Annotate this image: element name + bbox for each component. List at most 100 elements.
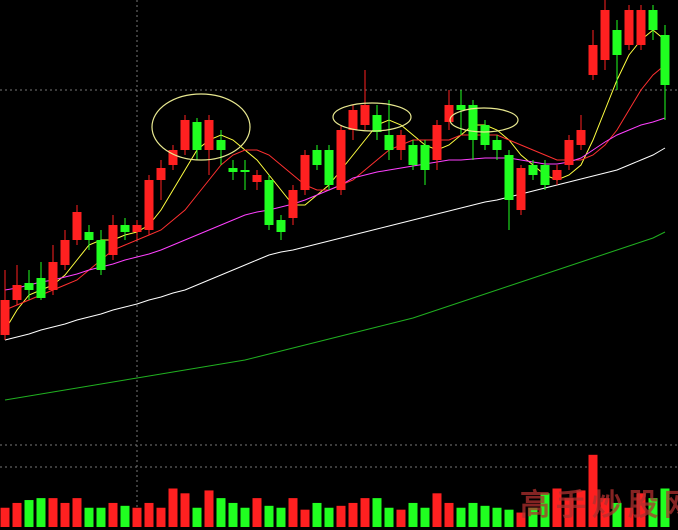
candle-body: [468, 105, 478, 140]
candle-body: [72, 212, 82, 240]
candle-body: [384, 135, 394, 150]
candle-body: [180, 120, 190, 150]
candle-body: [600, 10, 610, 60]
volume-bar: [108, 502, 118, 527]
candle-body: [288, 190, 298, 218]
volume-bar: [168, 488, 178, 527]
candle-body: [636, 10, 646, 45]
volume-bar: [612, 502, 622, 527]
ma-line: [4, 147, 666, 341]
volume-bar: [12, 502, 22, 527]
candle-body: [240, 170, 250, 172]
candle-body: [216, 140, 226, 150]
candle-body: [108, 225, 118, 255]
volume-bar: [504, 509, 514, 527]
candle-body: [444, 105, 454, 122]
volume-bar: [600, 498, 610, 527]
highlight-ellipse: [449, 107, 519, 133]
candle-body: [324, 150, 334, 185]
volume-bar: [492, 507, 502, 527]
candle-body: [84, 232, 94, 240]
volume-bar: [360, 498, 370, 527]
candle-body: [360, 105, 370, 125]
candle-body: [12, 285, 22, 300]
candle-body: [528, 165, 538, 175]
volume-bar: [552, 488, 562, 527]
candle-body: [660, 35, 670, 85]
candle-body: [540, 165, 550, 185]
volume-bar: [276, 507, 286, 527]
volume-bar: [516, 512, 526, 527]
candle-body: [60, 240, 70, 265]
volume-bar: [144, 502, 154, 527]
ma-line: [4, 117, 666, 291]
volume-bar: [72, 498, 82, 527]
candle-body: [312, 150, 322, 165]
candle-body: [420, 145, 430, 170]
candle-body: [300, 155, 310, 190]
candle-body: [612, 30, 622, 55]
ma-line: [4, 231, 666, 401]
volume-bar: [288, 498, 298, 527]
candle-body: [96, 240, 106, 270]
volume-bar: [228, 502, 238, 527]
volume-bar: [192, 507, 202, 527]
volume-bar: [84, 507, 94, 527]
candle-body: [204, 120, 214, 150]
candle-body: [48, 262, 58, 290]
candle-body: [648, 10, 658, 30]
volume-bar: [300, 509, 310, 527]
volume-bar: [240, 507, 250, 527]
volume-bar: [336, 505, 346, 527]
highlight-ellipse: [332, 102, 412, 132]
volume-bar: [432, 493, 442, 527]
candle-body: [480, 125, 490, 145]
volume-bar: [252, 498, 262, 527]
candle-body: [132, 225, 142, 232]
volume-bar: [264, 505, 274, 527]
volume-bar: [420, 507, 430, 527]
volume-bar: [24, 500, 34, 527]
ma-line: [4, 29, 666, 331]
volume-bar: [0, 507, 10, 527]
volume-bar: [384, 507, 394, 527]
highlight-ellipse: [151, 93, 251, 161]
candle-body: [408, 145, 418, 165]
candle-body: [348, 110, 358, 130]
volume-bar: [180, 493, 190, 527]
candle-body: [588, 45, 598, 75]
volume-bar: [648, 498, 658, 527]
candle-body: [168, 150, 178, 165]
volume-bar: [96, 507, 106, 527]
candle-body: [228, 168, 238, 172]
volume-bar: [60, 502, 70, 527]
volume-bar: [456, 507, 466, 527]
candle-body: [624, 10, 634, 45]
candle-body: [252, 175, 262, 182]
candle-body: [564, 140, 574, 165]
volume-bar: [528, 507, 538, 527]
volume-bar: [132, 507, 142, 527]
volume-bar: [480, 505, 490, 527]
volume-bar: [564, 498, 574, 527]
watermark: 高手炒股网: [520, 488, 678, 523]
candle-body: [156, 168, 166, 180]
volume-bar: [216, 498, 226, 527]
candle-body: [372, 115, 382, 132]
volume-bar: [204, 490, 214, 527]
volume-bar: [576, 490, 586, 527]
candle-body: [192, 122, 202, 150]
candle-body: [576, 130, 586, 145]
candle-body: [336, 130, 346, 190]
candle-body: [456, 105, 466, 110]
volume-bar: [624, 507, 634, 527]
volume-bar: [540, 493, 550, 527]
volume-bar: [348, 502, 358, 527]
candle-body: [144, 180, 154, 230]
candle-body: [432, 125, 442, 160]
volume-bar: [444, 502, 454, 527]
candle-body: [492, 140, 502, 150]
candle-body: [516, 168, 526, 210]
volume-bar: [396, 509, 406, 527]
volume-bar: [588, 454, 598, 527]
